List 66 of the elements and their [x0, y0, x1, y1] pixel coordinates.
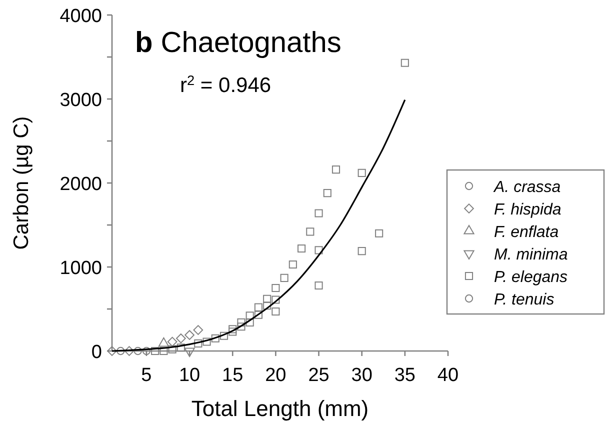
x-tick-label: 10 [178, 365, 200, 386]
point [220, 332, 228, 340]
point [193, 325, 204, 335]
point [375, 229, 384, 238]
point [400, 58, 409, 67]
point [237, 318, 246, 326]
point [184, 330, 194, 340]
y-tick-label: 1000 [60, 258, 102, 279]
x-tick-label: 30 [351, 365, 372, 386]
point [211, 334, 220, 342]
x-tick-label: 5 [141, 365, 152, 386]
x-tick-label: 35 [394, 365, 416, 386]
point [358, 168, 366, 177]
point [202, 338, 211, 346]
point [246, 318, 254, 326]
point [358, 247, 366, 256]
legend-label: P. tenuis [494, 292, 554, 308]
point [272, 284, 280, 292]
point [314, 246, 323, 254]
x-tick-label: 20 [265, 365, 286, 386]
y-tick-label: 3000 [60, 90, 102, 111]
point [314, 281, 323, 290]
point [194, 339, 202, 348]
annotation: r$^{2}$ = 0.946 [180, 72, 272, 97]
point [167, 336, 178, 347]
point [263, 302, 272, 310]
point [228, 328, 237, 336]
point [246, 312, 254, 320]
point [142, 346, 151, 356]
point [288, 260, 297, 269]
point [168, 345, 176, 354]
legend-label: A. crassa [493, 179, 561, 196]
x-tick-label: 40 [437, 365, 459, 386]
point [306, 228, 314, 236]
point [237, 322, 246, 331]
point [124, 346, 134, 356]
y-tick-label: 4000 [60, 6, 102, 27]
point [176, 333, 186, 344]
x-axis-title: Total Length (mm) [191, 396, 369, 421]
x-tick-label: 25 [308, 365, 330, 386]
chart-title: b Chaetognaths [135, 27, 342, 59]
point [280, 274, 288, 282]
y-tick-label: 0 [91, 342, 102, 363]
point [116, 346, 125, 356]
point [332, 166, 340, 174]
legend-label: F. enflata [494, 224, 559, 241]
point [228, 325, 237, 334]
point [254, 310, 262, 319]
point [272, 296, 280, 304]
point [176, 344, 185, 352]
y-tick-label: 2000 [60, 174, 102, 195]
point [151, 346, 160, 356]
point [158, 337, 169, 347]
x-tick-label: 15 [222, 365, 244, 386]
point [272, 307, 280, 316]
legend-label: F. hispida [494, 202, 562, 218]
point [314, 209, 323, 218]
point [160, 346, 168, 356]
point [323, 189, 332, 198]
point [134, 346, 142, 356]
legend-label: M. minima [494, 246, 568, 264]
point [254, 303, 262, 312]
legend-label: P. elegans [494, 269, 568, 286]
point [263, 294, 272, 303]
point [298, 244, 306, 253]
y-axis-title: Carbon (µg C) [10, 116, 33, 250]
